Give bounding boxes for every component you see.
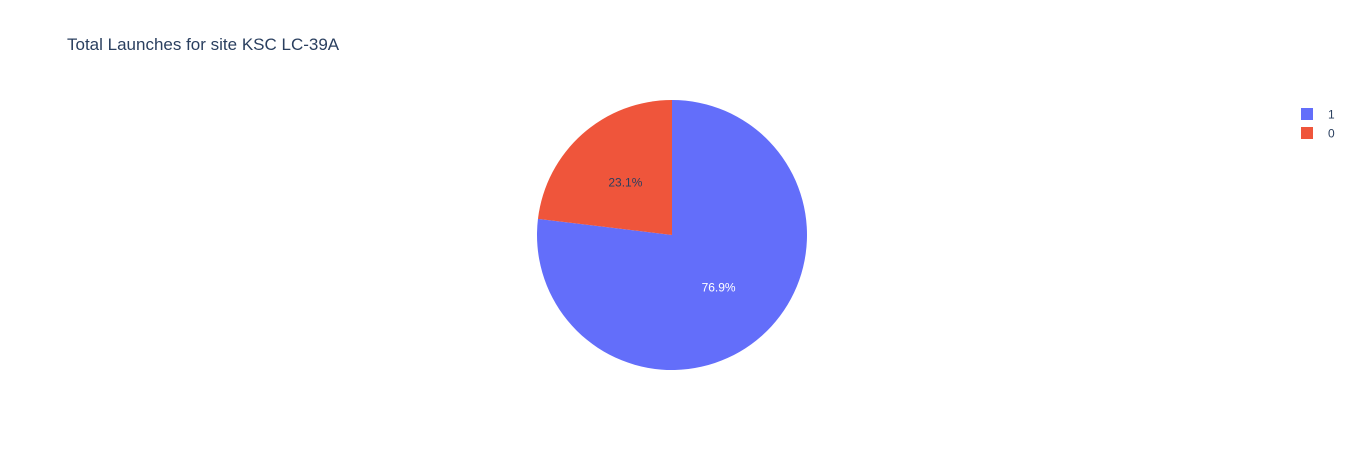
pie-slice-1[interactable] (536, 100, 807, 371)
legend-label-1: 1 (1328, 108, 1335, 122)
legend-swatch-0 (1301, 127, 1313, 139)
pie-slice-labels: 76.9% 23.1% (608, 176, 736, 295)
legend-swatch-1 (1301, 108, 1313, 120)
legend: 10 (1301, 108, 1335, 141)
chart-title: Total Launches for site KSC LC-39A (67, 35, 340, 54)
legend-item-1[interactable]: 1 (1301, 108, 1335, 122)
pie-slice-label-1: 76.9% (702, 281, 736, 295)
pie-slice-0[interactable] (537, 100, 672, 235)
pie-slice-label-0: 23.1% (608, 176, 642, 190)
legend-item-0[interactable]: 0 (1301, 127, 1335, 141)
legend-label-0: 0 (1328, 127, 1335, 141)
pie-slices (536, 100, 807, 371)
